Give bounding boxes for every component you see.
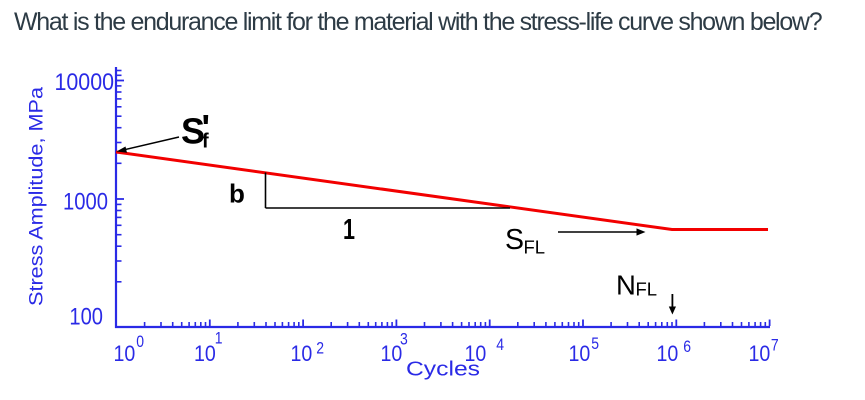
svg-text:3: 3 <box>400 330 408 349</box>
svg-text:10: 10 <box>114 341 136 366</box>
svg-text:10000: 10000 <box>55 69 115 96</box>
svg-text:FL: FL <box>524 237 546 258</box>
svg-text:10: 10 <box>194 341 216 366</box>
svg-text:4: 4 <box>496 335 504 354</box>
svg-text:10: 10 <box>749 341 771 366</box>
svg-text:N: N <box>616 270 636 301</box>
svg-text:10: 10 <box>381 341 403 366</box>
svg-text:6: 6 <box>683 337 691 356</box>
svg-text:10: 10 <box>569 341 591 366</box>
svg-text:': ' <box>202 107 211 148</box>
svg-text:0: 0 <box>136 332 144 351</box>
svg-text:b: b <box>229 179 245 209</box>
svg-text:S: S <box>505 224 524 256</box>
svg-text:1000: 1000 <box>63 189 108 216</box>
svg-text:100: 100 <box>69 303 103 330</box>
svg-text:S: S <box>181 111 205 152</box>
svg-text:1: 1 <box>343 214 355 246</box>
svg-text:7: 7 <box>771 336 779 355</box>
svg-text:f: f <box>202 131 209 153</box>
svg-text:Stress Amplitude, MPa: Stress Amplitude, MPa <box>27 87 48 306</box>
svg-text:5: 5 <box>591 334 599 353</box>
svg-text:10: 10 <box>465 341 487 366</box>
svg-text:1: 1 <box>215 329 223 348</box>
svg-text:Cycles: Cycles <box>406 359 480 381</box>
svg-text:10: 10 <box>291 341 313 366</box>
svg-text:FL: FL <box>636 279 658 300</box>
svg-text:10: 10 <box>657 341 679 366</box>
svg-text:2: 2 <box>316 339 324 358</box>
